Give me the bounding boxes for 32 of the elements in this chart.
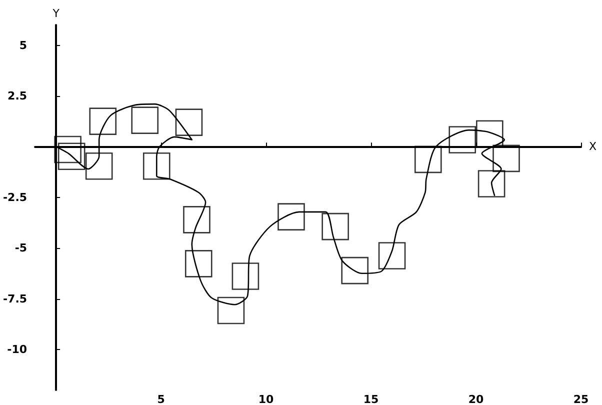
x-tick-label: 5 (157, 393, 165, 405)
point (131, 106, 159, 134)
point (341, 256, 368, 284)
point (378, 242, 406, 270)
point (322, 212, 349, 240)
x-tick-label: 25 (573, 393, 589, 405)
point (85, 152, 113, 180)
y-axis-title: Y (52, 7, 60, 20)
y-tick-label: -10 (7, 342, 28, 356)
x-tick-label: 20 (468, 393, 484, 405)
x-axis-title: X (589, 140, 597, 154)
y-tick-label: -7.5 (2, 292, 28, 306)
point (414, 146, 442, 174)
point (89, 108, 117, 135)
point (478, 170, 506, 198)
x-tick-label: 10 (258, 393, 274, 405)
point (278, 203, 305, 230)
point (58, 142, 86, 170)
y-tick-label: 2.5 (8, 89, 28, 102)
point (232, 262, 260, 290)
point (184, 250, 212, 278)
point (183, 206, 210, 234)
point (448, 126, 476, 154)
point (492, 144, 520, 172)
y-tick-label: -5 (14, 242, 28, 255)
point (142, 152, 170, 180)
y-tick-label: 5 (19, 38, 28, 52)
point (54, 136, 82, 164)
x-tick-label: 15 (363, 393, 379, 405)
point (175, 108, 203, 136)
y-tick-label: -2.5 (2, 190, 28, 204)
point (217, 296, 245, 324)
